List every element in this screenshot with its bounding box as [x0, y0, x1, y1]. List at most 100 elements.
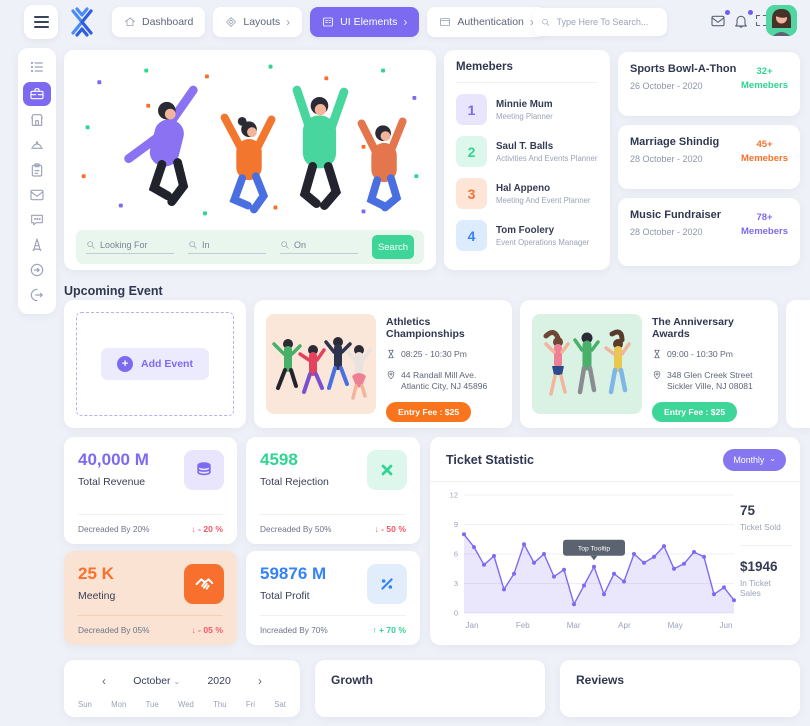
add-event-dropzone[interactable]: + Add Event — [76, 312, 234, 416]
member-row[interactable]: 1 Minnie Mum Meeting Planner — [456, 94, 598, 125]
in-input[interactable] — [202, 240, 266, 250]
mail-icon — [30, 190, 44, 201]
add-event-button[interactable]: + Add Event — [101, 348, 209, 380]
stat-value: 59876 M — [260, 564, 327, 583]
stat-card-rejection: 4598 Total Rejection Decreaded By 50% ↓ … — [246, 437, 420, 544]
search-button[interactable]: Search — [372, 235, 414, 259]
looking-for-input[interactable] — [100, 240, 174, 250]
calendar-day-header: Sat — [274, 700, 286, 709]
ticket-title: Ticket Statistic — [446, 453, 535, 467]
nav-label: Dashboard — [142, 16, 194, 28]
sidebar-item-messages[interactable] — [23, 185, 51, 205]
sidebar-item-projects[interactable] — [23, 81, 51, 106]
stat-label: Meeting — [78, 590, 116, 602]
entry-fee-button[interactable]: Entry Fee : $25 — [652, 401, 738, 422]
member-row[interactable]: 3 Hal Appeno Meeting And Event Planner — [456, 178, 598, 209]
svg-text:9: 9 — [454, 520, 458, 529]
stat-label: Total Profit — [260, 590, 310, 602]
sidebar-item-sign-in[interactable] — [23, 260, 51, 280]
event-time-row: 09:00 - 10:30 Pm — [652, 349, 768, 361]
sidebar-item-bookings[interactable] — [23, 160, 51, 180]
calendar-month: October — [133, 675, 171, 687]
ticket-summary: 75 Ticket Sold $1946 In Ticket Sales — [740, 503, 792, 598]
event-address-row: 348 Glen Creek Street Sickler Ville, NJ … — [652, 370, 768, 393]
event-date: 28 October - 2020 — [630, 154, 703, 164]
looking-for-field[interactable] — [86, 240, 174, 254]
event-card-partial — [786, 300, 810, 428]
sidebar-item-landmark[interactable] — [23, 235, 51, 255]
sidebar-item-list[interactable] — [23, 57, 51, 77]
sidebar-item-sign-out[interactable] — [23, 285, 51, 305]
members-title: Memebers — [456, 61, 598, 83]
member-row[interactable]: 2 Saul T. Balls Activities And Events Pl… — [456, 136, 598, 167]
nav-item-layouts[interactable]: Layouts › — [213, 7, 303, 37]
calendar-day-header: Thu — [213, 700, 227, 709]
main-nav: Dashboard Layouts › UI Elements › Authen… — [112, 7, 546, 37]
side-event-card[interactable]: Music Fundraiser 28 October - 2020 78+ M… — [618, 198, 800, 266]
search-input[interactable] — [556, 17, 659, 27]
hero-search-bar: Search — [76, 230, 424, 264]
svg-text:12: 12 — [450, 491, 458, 500]
svg-text:0: 0 — [454, 609, 458, 618]
growth-card: Growth — [315, 660, 545, 717]
calendar-day-header: Tue — [145, 700, 159, 709]
person-green — [292, 85, 349, 210]
chat-icon — [31, 214, 43, 226]
sign-in-icon — [30, 263, 44, 277]
calendar-prev-button[interactable]: ‹ — [102, 674, 106, 688]
sidebar-item-store[interactable] — [23, 111, 51, 131]
list-icon — [30, 61, 43, 73]
person-coral — [357, 117, 407, 212]
calendar-day-headers: Sun Mon Tue Wed Thu Fri Sat — [64, 688, 300, 709]
on-field[interactable] — [280, 240, 358, 254]
hamburger-button[interactable] — [24, 5, 58, 39]
nav-item-dashboard[interactable]: Dashboard — [112, 7, 206, 37]
member-rank: 4 — [456, 220, 487, 251]
mail-button[interactable] — [710, 10, 730, 31]
bell-button[interactable] — [733, 10, 753, 31]
in-field[interactable] — [188, 240, 266, 254]
event-date: 28 October - 2020 — [630, 227, 703, 237]
app-logo[interactable] — [66, 6, 98, 38]
sidebar-item-catering[interactable] — [23, 135, 51, 155]
member-rank: 2 — [456, 136, 487, 167]
entry-fee-button[interactable]: Entry Fee : $25 — [386, 401, 472, 422]
notification-dot — [748, 10, 753, 15]
member-count: 32+ Memebers — [741, 65, 788, 94]
member-count: 45+ Memebers — [741, 138, 788, 167]
event-date: 26 October - 2020 — [630, 81, 703, 91]
time-icon — [388, 349, 394, 359]
calendar-month-select[interactable]: October ⌄ — [133, 675, 180, 687]
ticket-sales-label: In Ticket Sales — [740, 578, 771, 598]
notification-dot — [725, 10, 730, 15]
ticket-chart-svg: 0 3 6 9 12 Jan Feb Mar Apr May Jun Top Tooltip — [450, 491, 736, 630]
calendar-year[interactable]: 2020 — [207, 675, 231, 687]
stat-label: Total Rejection — [260, 476, 329, 488]
member-row[interactable]: 4 Tom Foolery Event Operations Manager — [456, 220, 598, 251]
search-icon — [87, 241, 95, 249]
monthly-dropdown[interactable]: Monthly ⌄ — [723, 449, 786, 471]
avatar[interactable] — [766, 5, 797, 36]
nav-label: Authentication — [457, 16, 524, 28]
home-icon — [125, 17, 135, 26]
member-role: Event Operations Manager — [496, 237, 590, 247]
count-value: 78+ — [756, 212, 773, 223]
side-event-card[interactable]: Sports Bowl-A-Thon 26 October - 2020 32+… — [618, 52, 800, 116]
stat-delta: ↑ + 70 % — [372, 625, 406, 635]
calendar-next-button[interactable]: › — [257, 674, 262, 688]
svg-text:Mar: Mar — [567, 621, 581, 630]
side-event-card[interactable]: Marriage Shindig 28 October - 2020 45+ M… — [618, 125, 800, 189]
nav-item-ui-elements[interactable]: UI Elements › — [310, 7, 420, 37]
chevron-right-icon: › — [403, 15, 408, 29]
calendar-card: ‹ October ⌄ 2020 › Sun Mon Tue Wed Thu F… — [64, 660, 300, 717]
sidebar-item-chat[interactable] — [23, 210, 51, 230]
add-event-label: Add Event — [141, 358, 193, 370]
on-input[interactable] — [294, 240, 358, 250]
stat-value: 25 K — [78, 564, 114, 583]
nav-item-authentication[interactable]: Authentication › — [427, 7, 546, 37]
count-label: Memebers — [741, 226, 788, 238]
svg-text:Feb: Feb — [516, 621, 530, 630]
calendar-day-header: Sun — [78, 700, 92, 709]
ticket-chart: 0 3 6 9 12 Jan Feb Mar Apr May Jun Top Tooltip — [438, 487, 740, 633]
handshake-icon — [184, 564, 224, 604]
